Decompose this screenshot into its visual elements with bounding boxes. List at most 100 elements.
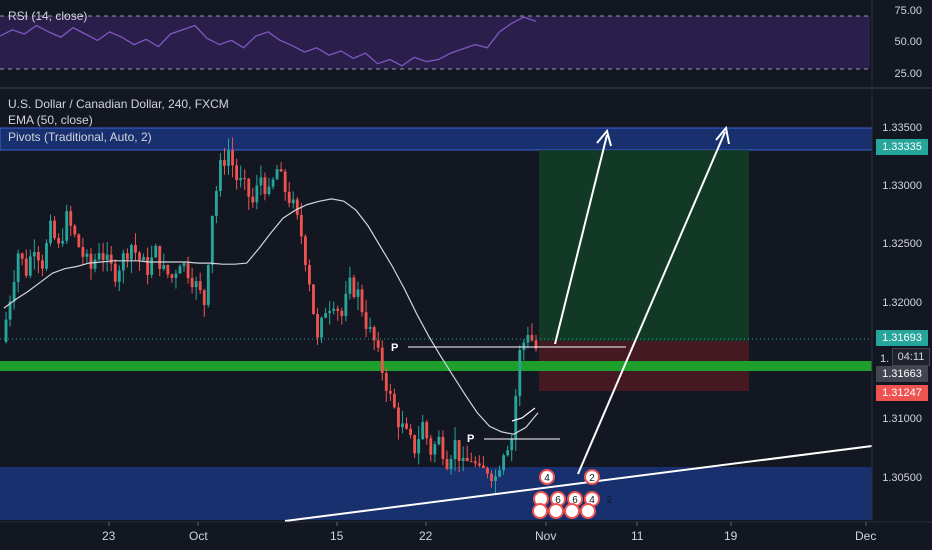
candle-body: [372, 327, 376, 341]
date-label-oct: Oct: [189, 529, 208, 543]
ema-zone: [0, 361, 872, 371]
candles: [4, 137, 538, 494]
candle-body: [154, 245, 158, 258]
candle-body: [134, 245, 137, 253]
candle-body: [352, 277, 356, 297]
trendline: [284, 445, 873, 522]
rsi-title: RSI (14, close): [8, 9, 88, 23]
countdown-tag: 04:11: [892, 348, 930, 366]
candle-body: [461, 457, 465, 462]
candle-body: [85, 253, 89, 257]
candle-body: [20, 253, 24, 259]
candle-body: [271, 179, 275, 187]
candle-body: [57, 238, 61, 244]
candle-body: [53, 220, 56, 239]
candle-body: [214, 191, 218, 216]
event-badges[interactable]: 4 2 6 6 4 2: [532, 469, 612, 519]
price-tick-1: 1.33500: [882, 122, 922, 134]
projection-arrow-2[interactable]: [577, 125, 730, 475]
candle-body: [61, 240, 65, 244]
candle-body: [65, 211, 69, 241]
ema-title: EMA (50, close): [8, 113, 93, 127]
candle-body: [251, 196, 255, 203]
candle-body: [243, 177, 247, 179]
badge-text-3: 6: [555, 495, 561, 506]
candle-body: [417, 439, 421, 454]
candle-body: [174, 273, 178, 278]
candle-body: [259, 177, 263, 186]
candle-body: [182, 263, 186, 267]
candle-body: [502, 455, 506, 471]
candle-body: [73, 225, 77, 235]
candle-body: [409, 428, 412, 436]
candle-body: [344, 293, 348, 317]
badge-text-6: 2: [606, 495, 612, 506]
candle-body: [530, 335, 534, 341]
candle-body: [8, 301, 12, 320]
candle-body: [150, 257, 154, 275]
candle-body: [328, 310, 332, 314]
candle-body: [235, 165, 239, 181]
candle-body: [392, 393, 396, 408]
candle-body: [356, 289, 360, 297]
candle-body: [32, 252, 36, 257]
date-label-dec: Dec: [855, 529, 877, 543]
candle-body: [178, 266, 182, 274]
candle-body: [401, 423, 404, 428]
candle-body: [113, 263, 117, 282]
badge-text-2: 2: [589, 473, 595, 484]
candle-body: [514, 396, 518, 440]
candle-body: [295, 199, 299, 215]
candle-body: [425, 422, 429, 439]
candle-body: [170, 274, 174, 278]
candle-body: [308, 264, 311, 285]
price-tick-4: 1.32000: [882, 297, 922, 309]
candle-body: [138, 252, 141, 261]
candle-body: [12, 281, 16, 302]
candle-body: [429, 438, 433, 455]
candle-body: [89, 253, 93, 269]
rsi-line: [0, 16, 537, 67]
price-tick-6: 1.30500: [882, 472, 922, 484]
candle-body: [490, 473, 493, 482]
partial-price-label: 1.: [880, 353, 890, 365]
candle-body: [105, 254, 109, 260]
candle-body: [186, 263, 190, 279]
candle-body: [41, 260, 44, 269]
candle-body: [421, 422, 425, 440]
candle-body: [287, 191, 291, 204]
candle-body: [518, 350, 522, 397]
price-tick-2: 1.33000: [882, 180, 922, 192]
candle-body: [510, 439, 514, 451]
candle-body: [486, 468, 489, 474]
candle-body: [279, 169, 283, 172]
candle-body: [219, 160, 222, 192]
candle-body: [441, 436, 445, 459]
candle-body: [36, 252, 40, 261]
candle-body: [473, 461, 477, 464]
candle-body: [413, 435, 417, 454]
candle-body: [494, 476, 497, 482]
price-tick-5: 1.31000: [882, 413, 922, 425]
candle-body: [158, 245, 162, 269]
date-label-23: 23: [102, 529, 116, 543]
candle-body: [384, 372, 388, 391]
date-label-22: 22: [419, 529, 433, 543]
candle-body: [142, 257, 145, 261]
candle-body: [457, 440, 461, 462]
candle-body: [194, 281, 198, 288]
candle-body: [465, 457, 469, 462]
candle-body: [534, 340, 538, 349]
candle-body: [275, 169, 279, 180]
pivot-marker-upper: P: [391, 342, 399, 354]
candle-body: [263, 177, 267, 195]
candle-body: [24, 258, 28, 276]
candle-body: [109, 254, 113, 264]
badge-text-4: 6: [572, 495, 578, 506]
candle-body: [332, 308, 336, 311]
projection-arrow-1[interactable]: [554, 128, 612, 345]
candle-body: [267, 186, 271, 195]
candle-body: [206, 264, 210, 306]
candle-body: [146, 257, 150, 275]
